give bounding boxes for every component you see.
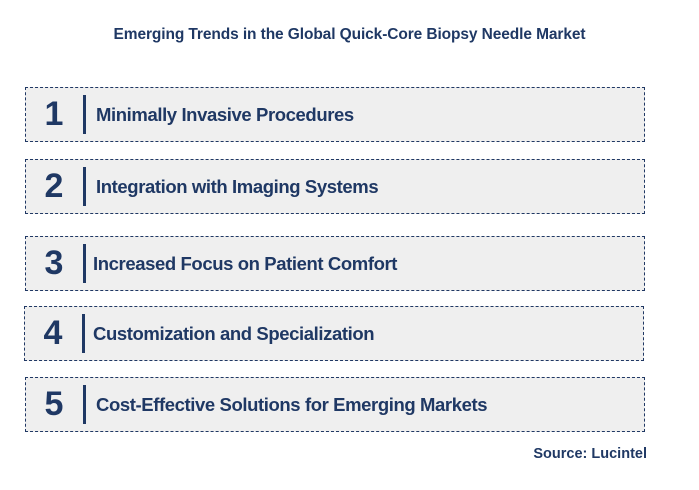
trend-item-4: 4 Customization and Specialization	[24, 306, 644, 361]
divider-line	[83, 385, 86, 424]
trend-number: 2	[44, 167, 64, 205]
trend-label: Minimally Invasive Procedures	[96, 103, 354, 125]
trend-item-2: 2 Integration with Imaging Systems	[25, 159, 645, 214]
trend-number: 4	[43, 314, 63, 352]
trend-number: 5	[44, 385, 64, 423]
source-note: Source: Lucintel	[533, 446, 647, 462]
trend-item-5: 5 Cost-Effective Solutions for Emerging …	[25, 377, 645, 432]
trend-label: Customization and Specialization	[93, 322, 375, 344]
trend-item-1: 1 Minimally Invasive Procedures	[25, 87, 645, 142]
trend-number: 1	[44, 95, 64, 133]
divider-line	[83, 95, 86, 134]
trend-label: Cost-Effective Solutions for Emerging Ma…	[96, 393, 488, 415]
divider-line	[83, 244, 86, 283]
trend-item-3: 3 Increased Focus on Patient Comfort	[25, 236, 645, 291]
trend-label: Integration with Imaging Systems	[96, 175, 379, 197]
page-title: Emerging Trends in the Global Quick-Core…	[113, 26, 586, 43]
trend-number: 3	[44, 244, 64, 282]
divider-line	[83, 167, 86, 206]
trend-label: Increased Focus on Patient Comfort	[93, 252, 398, 274]
divider-line	[82, 314, 85, 353]
